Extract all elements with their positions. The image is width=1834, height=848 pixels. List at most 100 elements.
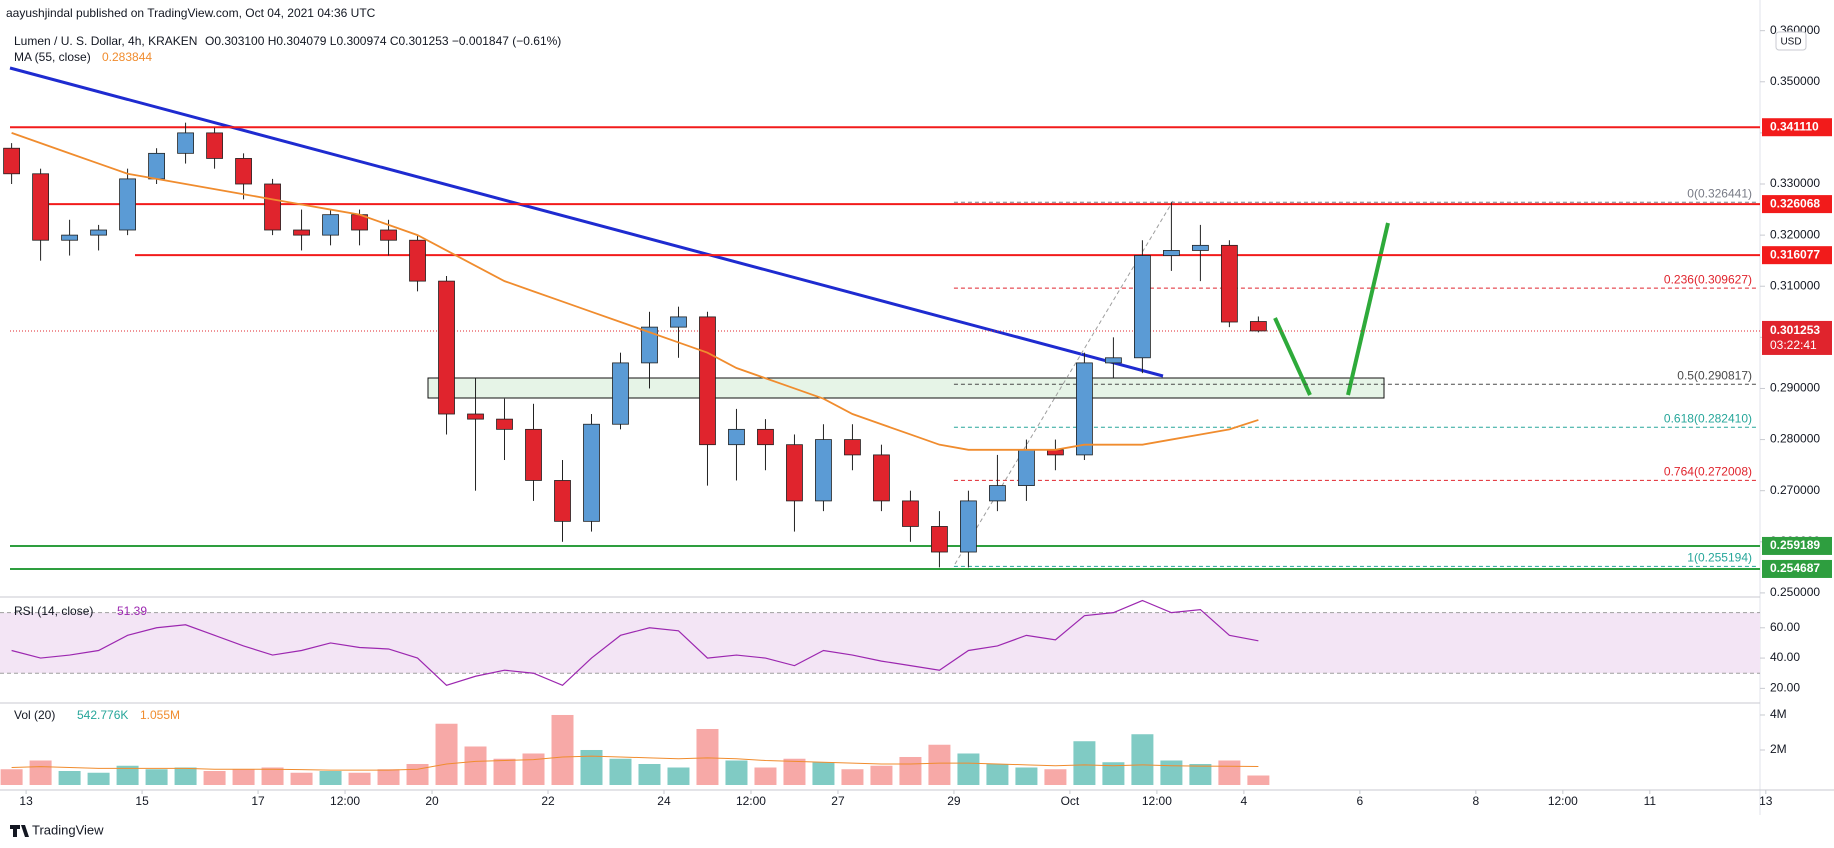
x-tick-label: 22: [541, 794, 555, 808]
support-zone: [427, 377, 1385, 399]
volume-bar: [841, 769, 864, 785]
volume-bar: [29, 760, 52, 785]
rsi-tick-label: 60.00: [1770, 620, 1800, 634]
ma-name: MA (55, close): [14, 50, 91, 64]
logo: [10, 825, 29, 837]
level-box: [1762, 195, 1832, 214]
x-tick-label: 11: [1644, 794, 1657, 808]
x-tick-label: 24: [657, 794, 671, 808]
rsi-line: [11, 599, 1259, 687]
volume-bar: [725, 760, 748, 785]
layer: 0.2500000.2600000.2700000.2800000.290000…: [0, 23, 1832, 808]
x-tick-label: 15: [135, 794, 149, 808]
y-tick-label: 0.320000: [1770, 227, 1820, 241]
vol-name: Vol (20): [14, 708, 55, 722]
fib-label: 0.618(0.282410): [1664, 411, 1752, 425]
candle-body: [1220, 244, 1238, 323]
fib-label: 0.5(0.290817): [1677, 368, 1752, 382]
volume-bar: [1044, 769, 1067, 785]
volume-bar: [522, 753, 545, 785]
volume-bar: [986, 763, 1009, 785]
x-tick-label: 12:00: [330, 794, 360, 808]
candle-body: [148, 152, 165, 180]
candle-body: [177, 132, 194, 154]
volume-bar: [174, 767, 197, 785]
y-tick-label: 0.280000: [1770, 432, 1820, 446]
rsi-name: RSI (14, close): [14, 604, 93, 618]
volume-bar: [870, 765, 893, 785]
candle-body: [844, 439, 861, 456]
candle-body: [467, 413, 484, 420]
vol-value: 542.776K: [77, 708, 128, 722]
currency: USD: [1780, 37, 1801, 48]
level-label: 0.254687: [1770, 561, 1820, 575]
level-label: 0.259189: [1770, 538, 1820, 552]
vol-ma-line: [11, 755, 1259, 771]
volume-bar: [435, 723, 458, 785]
level-label: 0.316077: [1770, 247, 1820, 261]
candle-body: [786, 444, 803, 502]
candle-body: [583, 423, 600, 522]
symbol: Lumen / U. S. Dollar, 4h, KRAKEN: [14, 34, 197, 48]
volume-bar: [1015, 767, 1038, 785]
publisher: aayushjindal published on TradingView.co…: [6, 6, 376, 20]
volume-bar: [754, 767, 777, 785]
volume-bar: [464, 746, 487, 785]
candle-body: [264, 183, 281, 231]
fib-label: 0.764(0.272008): [1664, 465, 1752, 479]
last-price-label: 0.301253: [1770, 323, 1820, 337]
volume-bar: [203, 770, 226, 785]
volume-bar: [1073, 741, 1096, 785]
volume-bar: [783, 758, 806, 785]
y-tick-label: 0.350000: [1770, 74, 1820, 88]
candle-body: [206, 132, 223, 159]
candle-body: [699, 316, 716, 446]
x-tick-label: 20: [425, 794, 439, 808]
candle-body: [1191, 244, 1209, 251]
x-tick-label: 12:00: [1548, 794, 1578, 808]
volume-bar: [1131, 734, 1154, 785]
x-tick-label: 12:00: [736, 794, 766, 808]
volume-bar: [319, 770, 342, 785]
candle-body: [90, 229, 107, 236]
x-tick-label: 17: [251, 794, 265, 808]
volume-bar: [406, 763, 429, 785]
arrow-down: [1273, 317, 1312, 396]
currency-box: [1775, 31, 1807, 51]
candle-body: [61, 234, 78, 241]
candle-body: [989, 485, 1006, 502]
x-tick-label: 29: [947, 794, 961, 808]
candle-body: [1163, 250, 1180, 256]
x-tick-label: 13: [19, 794, 33, 808]
volume-bar: [290, 772, 313, 785]
volume-bar: [261, 767, 284, 785]
volume-bar: [1102, 762, 1125, 785]
candle-body: [1249, 321, 1267, 332]
volume-bar: [928, 744, 951, 785]
volume-bar: [812, 762, 835, 785]
volume-bar: [667, 767, 690, 785]
candle-body: [1076, 362, 1093, 456]
vol-ma-value: 1.055M: [140, 708, 180, 722]
vol-tick-label: 4M: [1770, 707, 1787, 721]
vol-tick-label: 2M: [1770, 742, 1787, 756]
x-tick-label: 12:00: [1142, 794, 1172, 808]
volume-bar: [232, 769, 255, 785]
candle-body: [525, 428, 542, 481]
level-box: [1762, 246, 1832, 265]
candle-body: [670, 316, 687, 328]
ohlc: O0.303100 H0.304079 L0.300974 C0.301253 …: [205, 34, 561, 48]
y-tick-label: 0.310000: [1770, 278, 1820, 292]
countdown: 03:22:41: [1770, 338, 1817, 352]
candle-body: [757, 428, 774, 446]
candle-body: [728, 428, 745, 446]
level-box: [1762, 536, 1832, 555]
footer: TradingView: [32, 822, 104, 837]
x-tick-label: 4: [1241, 794, 1248, 808]
volume-bar: [899, 756, 922, 785]
y-tick-label: 0.270000: [1770, 483, 1820, 497]
volume-bar: [696, 728, 719, 785]
candle-body: [496, 418, 513, 430]
